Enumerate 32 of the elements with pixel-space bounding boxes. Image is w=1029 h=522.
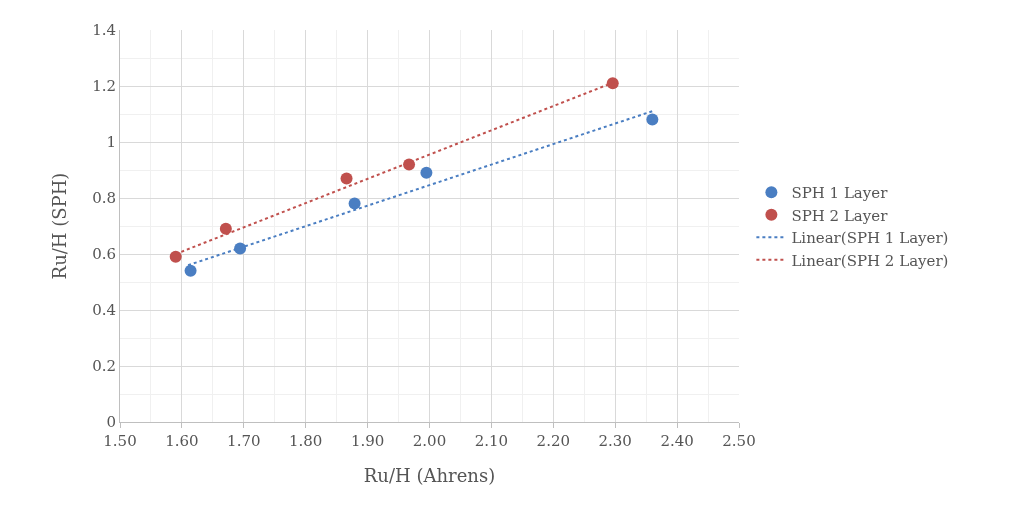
x-tick-label: 1.60: [165, 432, 199, 450]
y-tick-label: 0.6: [92, 245, 116, 264]
x-tick-label: 2.20: [536, 432, 570, 450]
y-tick-label: 0.8: [92, 189, 116, 208]
y-tick-label: 1: [106, 133, 116, 152]
x-tick-label: 2.40: [660, 432, 694, 450]
point: [340, 172, 353, 185]
x-tick-label: 2.10: [474, 432, 509, 450]
y-tick-label: 1.2: [92, 77, 116, 96]
y-axis-title: Ru/H (SPH): [49, 172, 71, 280]
x-tick-label: 2.00: [412, 432, 447, 450]
point: [184, 264, 197, 277]
legend-label: SPH 2 Layer: [791, 206, 889, 225]
legend-label: SPH 1 Layer: [791, 184, 889, 203]
x-tick-label: 1.80: [289, 432, 323, 450]
x-tick-label: 2.30: [598, 432, 632, 450]
x-axis-title: Ru/H (Ahrens): [363, 465, 496, 487]
point: [219, 222, 232, 235]
y-tick-label: 0: [106, 413, 116, 432]
point: [348, 197, 361, 210]
y-tick-label: 0.4: [92, 301, 116, 320]
point: [169, 250, 182, 263]
y-tick-label: 1.4: [92, 21, 116, 40]
legend-label: Linear(SPH 2 Layer): [791, 251, 949, 270]
legend-label: Linear(SPH 1 Layer): [791, 229, 949, 248]
y-tick-label: 0.2: [92, 357, 116, 376]
point: [420, 166, 433, 179]
x-tick-label: 2.50: [722, 432, 756, 450]
x-tick-label: 1.90: [350, 432, 385, 450]
point: [646, 113, 659, 126]
x-tick-label: 1.50: [103, 432, 137, 450]
x-tick-label: 1.70: [227, 432, 261, 450]
